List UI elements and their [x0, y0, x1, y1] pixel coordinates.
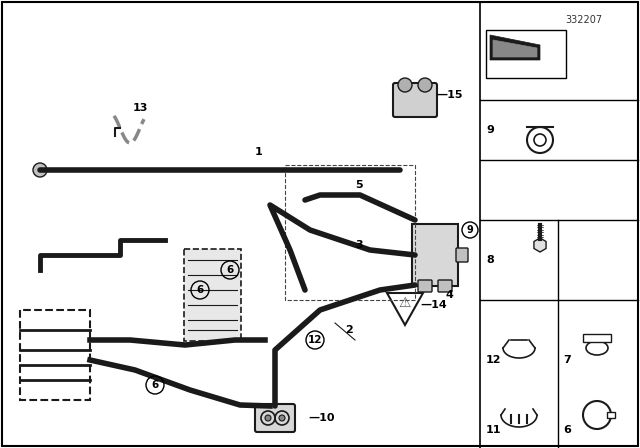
Text: 7: 7: [563, 355, 571, 365]
FancyBboxPatch shape: [607, 412, 615, 418]
Text: 8: 8: [486, 255, 493, 265]
Text: —15: —15: [436, 90, 463, 100]
Text: —10: —10: [308, 413, 335, 423]
Text: 12: 12: [486, 355, 502, 365]
Text: 2: 2: [345, 325, 353, 335]
Text: 6: 6: [152, 380, 159, 390]
Polygon shape: [490, 35, 540, 60]
FancyBboxPatch shape: [418, 280, 432, 292]
Text: 9: 9: [467, 225, 474, 235]
Text: 332207: 332207: [565, 15, 602, 25]
FancyBboxPatch shape: [393, 83, 437, 117]
Polygon shape: [534, 238, 546, 252]
Circle shape: [398, 78, 412, 92]
Text: 11: 11: [486, 425, 502, 435]
Text: 5: 5: [355, 180, 363, 190]
Circle shape: [265, 415, 271, 421]
Text: —14: —14: [420, 300, 447, 310]
FancyBboxPatch shape: [255, 404, 295, 432]
Text: 13: 13: [133, 103, 148, 113]
Text: 1: 1: [255, 147, 263, 157]
Circle shape: [279, 415, 285, 421]
FancyBboxPatch shape: [184, 249, 241, 341]
FancyBboxPatch shape: [412, 224, 458, 286]
Polygon shape: [493, 40, 537, 57]
Text: 12: 12: [308, 335, 323, 345]
Text: 4: 4: [445, 290, 453, 300]
Text: 9: 9: [486, 125, 494, 135]
Text: 6: 6: [563, 425, 571, 435]
Text: 6: 6: [196, 285, 204, 295]
FancyBboxPatch shape: [583, 334, 611, 342]
Circle shape: [418, 78, 432, 92]
FancyBboxPatch shape: [456, 248, 468, 262]
FancyBboxPatch shape: [438, 280, 452, 292]
Text: 6: 6: [227, 265, 234, 275]
Text: ⚠: ⚠: [399, 296, 412, 310]
Text: 3: 3: [355, 240, 363, 250]
Circle shape: [33, 163, 47, 177]
